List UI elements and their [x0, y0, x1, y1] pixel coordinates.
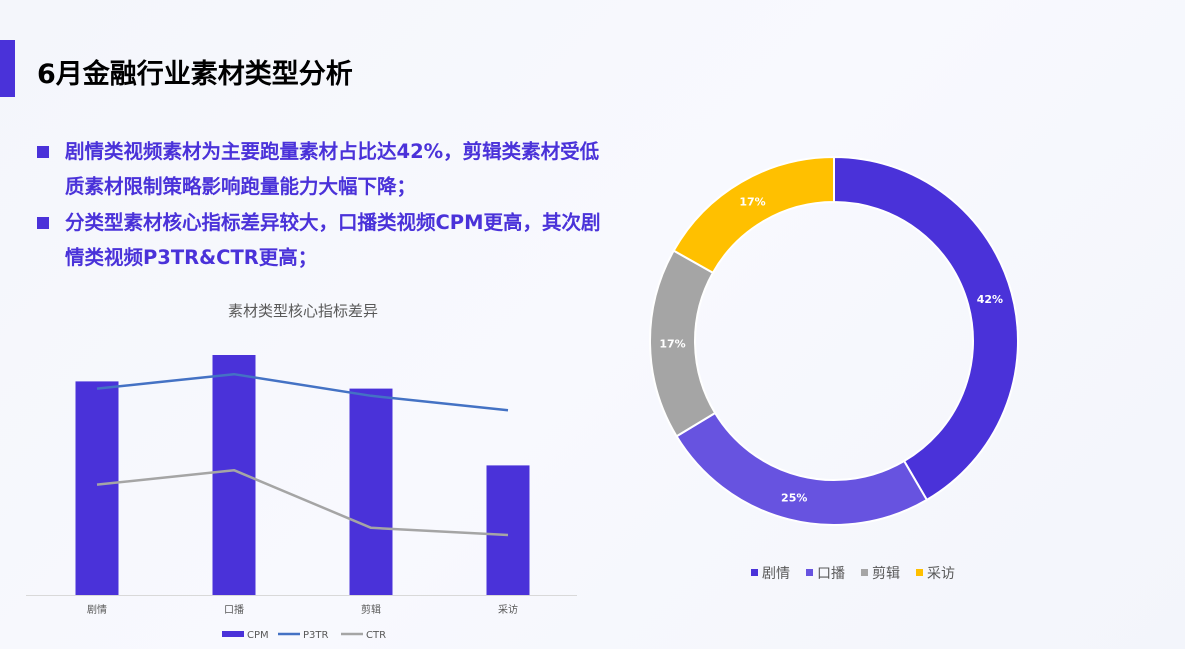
legend-swatch: [916, 569, 923, 576]
p3tr-line: [96, 372, 509, 412]
cpm-bar-采访: [486, 465, 530, 595]
title-accent-bar: [0, 40, 15, 97]
donut-slice-剧情: [833, 155, 1019, 502]
cpm-bar-剪辑: [349, 388, 393, 595]
legend-label: 采访: [927, 566, 955, 582]
legend-swatch: [751, 569, 758, 576]
legend-label: 剧情: [762, 566, 790, 582]
chart-title: 素材类型核心指标差异: [228, 302, 378, 320]
x-tick-label: 剪辑: [361, 603, 381, 616]
legend-swatch: [222, 631, 244, 637]
legend-label: 剪辑: [872, 566, 900, 582]
legend-item-剧情: 剧情: [751, 566, 790, 582]
legend-item-口播: 口播: [806, 566, 845, 582]
legend-item-cpm: CPM: [222, 630, 269, 641]
legend-item-ctr: CTR: [341, 630, 386, 641]
bullet-text: 分类型素材核心指标差异较大，口播类视频CPM更高，其次剧情类视频P3TR&CTR…: [65, 211, 601, 269]
donut-slice-采访: [672, 155, 835, 275]
legend-label: CPM: [247, 630, 269, 641]
cpm-bar-剧情: [75, 381, 119, 595]
slice-value-label: 25%: [781, 492, 807, 505]
donut-slice-口播: [675, 411, 929, 526]
legend-label: 口播: [817, 566, 845, 582]
material-type-donut-chart: 42% 25% 17% 17% 剧情 口播 剪辑 采访: [649, 155, 1019, 582]
bullet-item: 剧情类视频素材为主要跑量素材占比达42%，剪辑类素材受低质素材限制策略影响跑量能…: [37, 134, 607, 204]
core-metrics-combo-chart: 素材类型核心指标差异 剧情 口播 剪辑 采访 CPM P3TR CTR: [26, 302, 577, 641]
square-bullet-icon: [37, 146, 49, 158]
slice-value-label: 17%: [739, 196, 765, 209]
slice-value-label: 17%: [659, 338, 685, 351]
legend-swatch: [806, 569, 813, 576]
summary-bullets: 剧情类视频素材为主要跑量素材占比达42%，剪辑类素材受低质素材限制策略影响跑量能…: [37, 134, 607, 276]
x-tick-label: 采访: [498, 604, 518, 616]
x-tick-label: 口播: [224, 603, 244, 616]
legend-label: CTR: [366, 630, 386, 641]
cpm-bar-口播: [212, 355, 256, 595]
legend-item-p3tr: P3TR: [278, 630, 329, 641]
legend-item-剪辑: 剪辑: [861, 566, 900, 582]
legend-swatch: [861, 569, 868, 576]
page-title: 6月金融行业素材类型分析: [37, 59, 353, 90]
bullet-item: 分类型素材核心指标差异较大，口播类视频CPM更高，其次剧情类视频P3TR&CTR…: [37, 205, 607, 275]
bullet-text: 剧情类视频素材为主要跑量素材占比达42%，剪辑类素材受低质素材限制策略影响跑量能…: [65, 140, 600, 198]
ctr-line: [96, 468, 509, 537]
legend-item-采访: 采访: [916, 566, 955, 582]
x-tick-label: 剧情: [87, 603, 107, 616]
slice-value-label: 42%: [977, 293, 1003, 306]
legend-label: P3TR: [303, 630, 329, 641]
square-bullet-icon: [37, 217, 49, 229]
